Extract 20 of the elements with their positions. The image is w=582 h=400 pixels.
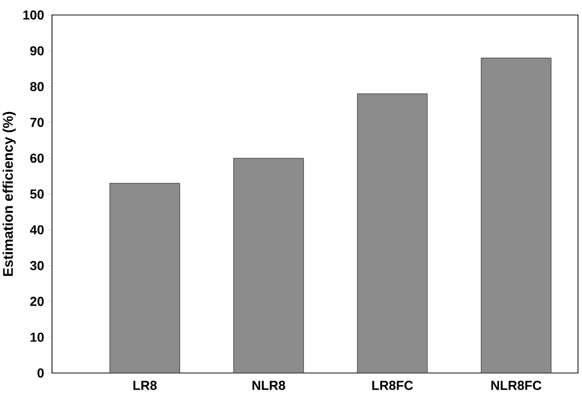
y-tick-label: 30 bbox=[30, 260, 44, 270]
x-tick-label: NLR8FC bbox=[491, 380, 542, 390]
y-tick-label: 40 bbox=[30, 225, 44, 234]
bar bbox=[357, 94, 428, 373]
y-tick-label: 0 bbox=[38, 368, 44, 378]
y-tick-label: 70 bbox=[30, 118, 44, 127]
y-tick-label: 100 bbox=[23, 10, 44, 20]
x-tick-label: LR8 bbox=[133, 380, 157, 390]
y-tick-label: 90 bbox=[30, 46, 44, 56]
y-axis-title: Estimation efficiency (%) bbox=[2, 112, 16, 276]
x-tick-label: LR8FC bbox=[372, 380, 413, 390]
y-tick-label: 80 bbox=[30, 82, 44, 92]
bar bbox=[110, 183, 180, 373]
y-tick-label: 60 bbox=[30, 154, 44, 163]
bar bbox=[480, 58, 552, 373]
x-tick-label: NLR8 bbox=[252, 380, 286, 390]
y-tick-label: 20 bbox=[30, 296, 44, 306]
bar bbox=[233, 158, 304, 373]
y-tick-label: 50 bbox=[30, 189, 44, 199]
y-tick-label: 10 bbox=[30, 332, 44, 342]
